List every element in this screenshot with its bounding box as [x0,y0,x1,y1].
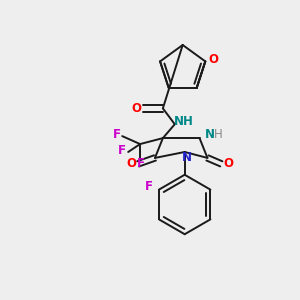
Text: O: O [208,53,218,66]
Text: F: F [113,128,121,141]
Text: H: H [214,128,223,141]
Text: O: O [126,158,136,170]
Text: O: O [131,102,141,115]
Text: F: F [137,158,145,170]
Text: NH: NH [174,115,194,128]
Text: N: N [182,152,192,164]
Text: F: F [145,180,153,193]
Text: N: N [204,128,214,141]
Text: O: O [223,158,233,170]
Text: F: F [118,145,126,158]
